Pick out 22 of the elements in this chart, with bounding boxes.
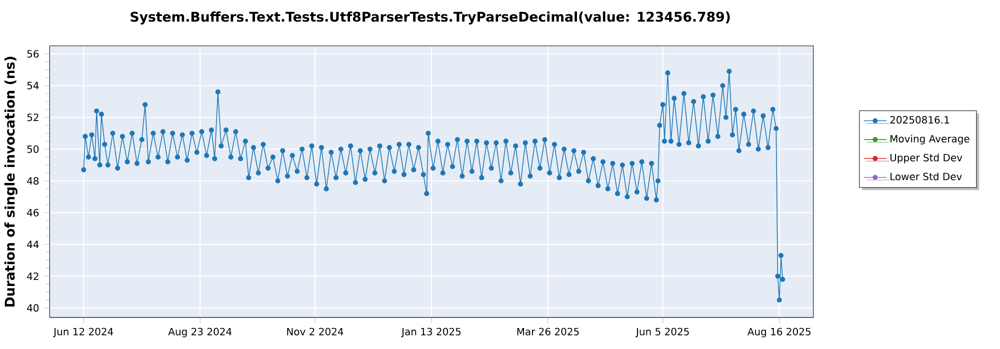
y-tick-label: 44 <box>27 240 39 248</box>
y-tick-label: 54 <box>27 82 39 90</box>
y-tick-label: 48 <box>27 176 39 184</box>
chart-title: System.Buffers.Text.Tests.Utf8ParserTests.TryParseDecimal(value: 123456.789) <box>130 11 730 24</box>
y-tick-label: 42 <box>27 272 38 280</box>
y-axis-title: Duration of single invocation (ns) <box>4 56 18 306</box>
x-tick-label: Jan 13 2025 <box>401 328 461 338</box>
x-tick-label: Mar 26 2025 <box>517 328 579 336</box>
x-tick-label: Jun 5 2025 <box>635 328 689 338</box>
legend-label: Upper Std Dev <box>890 153 962 164</box>
y-tick-label: 50 <box>27 145 39 153</box>
x-tick-label: Jun 12 2024 <box>53 328 114 338</box>
legend-label: Moving Average <box>890 134 970 144</box>
legend-label: 20250816.1 <box>890 116 949 124</box>
x-tick-label: Aug 16 2025 <box>747 328 810 338</box>
x-tick-label: Aug 23 2024 <box>168 328 232 338</box>
x-tick-label: Nov 2 2024 <box>287 328 344 336</box>
y-tick-label: 46 <box>27 208 39 216</box>
y-tick-label: 40 <box>27 304 39 312</box>
y-tick-label: 52 <box>27 113 38 121</box>
y-tick-label: 56 <box>27 50 39 58</box>
legend-label: Lower Std Dev <box>890 172 962 180</box>
